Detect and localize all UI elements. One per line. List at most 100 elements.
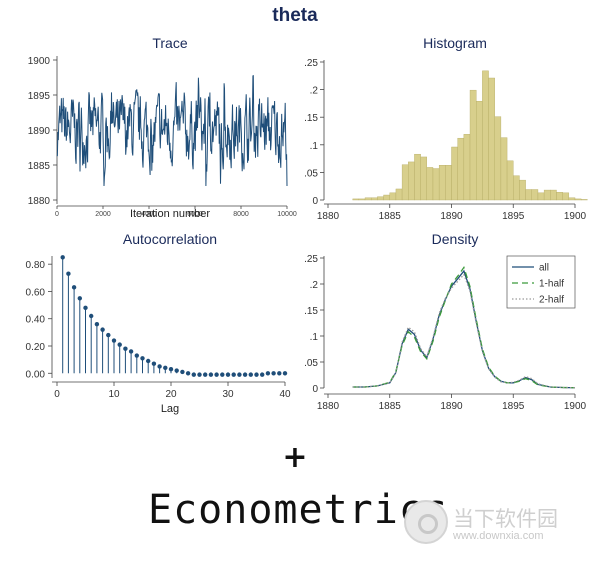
autocorrelation-title: Autocorrelation [123, 231, 217, 247]
autocorrelation-x-tick-label: 20 [165, 389, 177, 400]
density-y-axis: 0 .05 .1 .15 .2 .25 [304, 254, 325, 395]
autocorrelation-point [260, 372, 265, 377]
autocorrelation-point [254, 372, 259, 377]
autocorrelation-point [277, 371, 282, 376]
density-x-tick-label: 1900 [564, 401, 587, 412]
histogram-bar [383, 194, 390, 201]
autocorrelation-point [123, 346, 128, 351]
histogram-x-tick-label: 1890 [440, 211, 463, 222]
autocorrelation-point [191, 372, 196, 377]
density-legend-box [506, 255, 576, 309]
histogram-chart: Histogram 0 .05 .1 .15 .2 .25 1880 1885 1890 189… [304, 35, 588, 222]
autocorrelation-marks [60, 255, 288, 377]
autocorrelation-panel: Autocorrelation 0.00 0.20 0.40 0.60 0.80 0 10… [0, 226, 295, 421]
autocorrelation-point [128, 349, 134, 354]
autocorrelation-point [106, 332, 111, 338]
autocorrelation-y-tick-label: 0.40 [26, 315, 46, 326]
histogram-bar [482, 70, 489, 201]
trace-panel: Trace 1880 1885 1890 1895 1900 0 2000 4000 6000… [0, 30, 297, 225]
autocorrelation-point [214, 372, 219, 377]
autocorrelation-point [134, 353, 139, 358]
autocorrelation-point [174, 368, 179, 373]
histogram-bar [445, 165, 452, 201]
histogram-bar [432, 168, 440, 201]
trace-series-line [56, 75, 288, 187]
histogram-bar [420, 156, 428, 201]
density-x-tick-label: 1880 [317, 401, 340, 412]
histogram-bar [580, 199, 588, 201]
trace-title: Trace [152, 35, 187, 51]
autocorrelation-point [197, 372, 202, 377]
density-y-tick-label: .1 [310, 332, 319, 343]
trace-x-tick-label: 4000 [141, 211, 157, 218]
histogram-bars [352, 70, 588, 201]
autocorrelation-chart: Autocorrelation 0.00 0.20 0.40 0.60 0.80 0 10… [26, 231, 291, 415]
trace-x-axis: 0 2000 4000 6000 8000 10000 [55, 205, 297, 218]
trace-y-tick-label: 1885 [28, 161, 51, 172]
autocorrelation-point [117, 342, 122, 347]
autocorrelation-point [168, 366, 174, 372]
histogram-x-tick-label: 1900 [564, 211, 587, 222]
density-x-tick-label: 1890 [440, 401, 463, 412]
watermark-logo-icon [404, 500, 448, 544]
autocorrelation-point [146, 358, 151, 364]
watermark-url: www.downxia.com [453, 530, 544, 542]
trace-y-axis: 1880 1885 1890 1895 1900 [28, 56, 58, 207]
autocorrelation-point [208, 372, 214, 377]
histogram-bar [414, 153, 421, 201]
density-y-tick-label: .05 [304, 358, 318, 369]
density-lines [352, 265, 576, 389]
autocorrelation-point [248, 372, 253, 377]
autocorrelation-point [231, 372, 236, 377]
density-y-tick-label: .15 [304, 306, 318, 317]
autocorrelation-x-label: Lag [161, 403, 179, 415]
autocorrelation-point [140, 356, 145, 361]
histogram-y-tick-label: .05 [304, 168, 318, 179]
autocorrelation-x-tick-label: 40 [279, 389, 291, 400]
density-y-tick-label: 0 [312, 384, 318, 395]
histogram-bar [377, 196, 384, 201]
histogram-bar [562, 192, 570, 201]
histogram-bar [550, 189, 557, 201]
trace-x-tick-label: 10000 [277, 211, 297, 218]
density-series-line [352, 269, 576, 389]
density-legend-label: all [539, 263, 549, 274]
density-legend-label: 1-half [539, 279, 564, 290]
autocorrelation-y-tick-label: 0.20 [26, 342, 46, 353]
autocorrelation-point [60, 255, 65, 260]
autocorrelation-point [71, 285, 77, 290]
autocorrelation-point [111, 338, 117, 343]
histogram-bar [358, 198, 366, 201]
density-y-tick-label: .25 [304, 254, 318, 265]
autocorrelation-point [220, 372, 225, 377]
autocorrelation-point [225, 372, 231, 377]
histogram-bar [457, 137, 465, 201]
trace-x-label: Iteration number [130, 208, 210, 220]
histogram-bar [537, 192, 545, 201]
trace-x-tick-label: 6000 [187, 211, 203, 218]
histogram-bar [426, 167, 434, 201]
watermark-site-name: 当下软件园 [453, 507, 558, 531]
histogram-bar [408, 161, 415, 201]
autocorrelation-point [237, 372, 242, 377]
autocorrelation-point [94, 321, 100, 327]
histogram-bar [395, 188, 403, 201]
histogram-bar [543, 189, 551, 201]
density-x-tick-label: 1895 [502, 401, 525, 412]
histogram-bar [438, 165, 446, 201]
page-title: theta [272, 5, 318, 26]
histogram-bar [556, 192, 563, 201]
density-x-axis: 1880 1885 1890 1895 1900 [317, 393, 587, 412]
autocorrelation-point [185, 371, 191, 376]
histogram-bar [513, 175, 520, 201]
histogram-title: Histogram [423, 35, 487, 51]
autocorrelation-point [77, 296, 83, 301]
autocorrelation-point [282, 371, 288, 376]
histogram-bar [469, 89, 477, 201]
histogram-y-tick-label: .25 [304, 58, 318, 69]
histogram-bar [352, 198, 360, 201]
autocorrelation-point [151, 361, 157, 366]
histogram-bar [401, 164, 409, 201]
autocorrelation-x-tick-label: 30 [222, 389, 234, 400]
histogram-x-tick-label: 1880 [317, 211, 340, 222]
